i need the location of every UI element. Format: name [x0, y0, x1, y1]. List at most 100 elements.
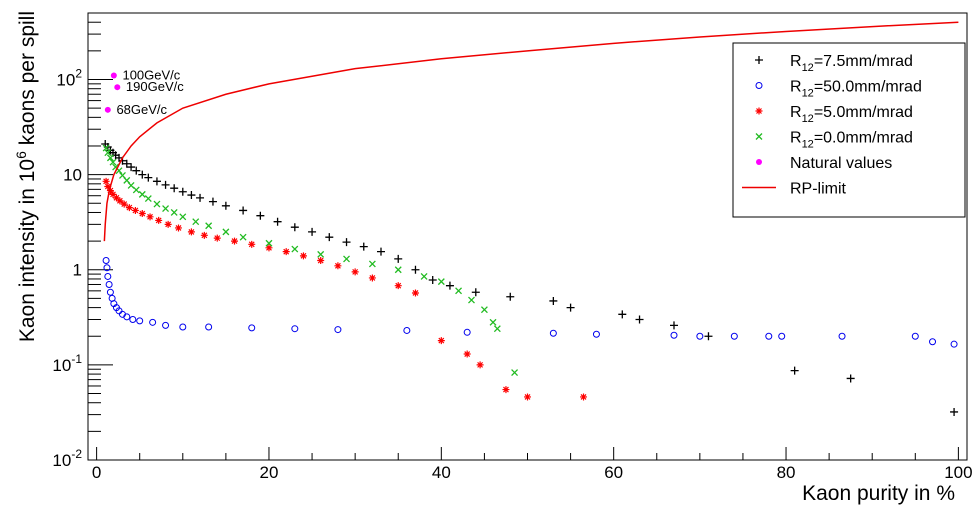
legend-label: RP-limit [790, 181, 847, 198]
data-point [102, 257, 110, 265]
data-point [334, 262, 342, 270]
data-point [411, 265, 420, 274]
data-point [192, 218, 200, 226]
legend-rows: R12=7.5mm/mrad R12=50.0mm/mrad R12=5.0mm/m… [742, 53, 922, 198]
data-point [146, 213, 154, 221]
data-point [178, 187, 187, 196]
data-point [468, 296, 475, 304]
data-point [950, 340, 958, 348]
legend-item: R12=50.0mm/mrad [755, 79, 922, 100]
legend-swatch [755, 107, 763, 115]
y-tick-label: 1 [73, 261, 82, 280]
data-point [911, 332, 919, 340]
data-point [394, 254, 403, 263]
legend-label: R12=50.0mm/mrad [790, 79, 922, 100]
data-point [730, 332, 738, 340]
legend-item: RP-limit [742, 181, 847, 198]
data-point [138, 210, 146, 218]
data-point [950, 407, 959, 416]
y-tick-label: 10 [63, 166, 82, 185]
legend-swatch [756, 159, 762, 165]
data-point [394, 282, 402, 290]
data-point [317, 257, 325, 265]
data-point [343, 255, 350, 263]
data-point [549, 296, 558, 305]
data-point [493, 325, 501, 333]
data-point [299, 252, 307, 260]
x-tick-label: 20 [260, 463, 279, 482]
data-point [208, 197, 217, 206]
y-tick-label: 10-1 [52, 352, 82, 375]
data-point [102, 144, 110, 152]
data-point [549, 329, 557, 337]
data-point [334, 326, 342, 334]
data-point [116, 197, 124, 205]
data-point [105, 280, 113, 288]
data-point [161, 180, 170, 189]
data-point [489, 318, 497, 326]
data-point [213, 234, 221, 242]
data-point [265, 239, 273, 247]
data-point [463, 328, 471, 336]
data-point [131, 206, 139, 214]
x-tick-label: 0 [92, 463, 101, 482]
data-point [138, 170, 147, 179]
legend-item: R12=7.5mm/mrad [755, 53, 913, 74]
data-point [106, 187, 114, 195]
data-point [618, 310, 627, 319]
point-annotation: 100GeV/c [122, 68, 180, 83]
data-point [187, 228, 195, 236]
data-point [144, 195, 152, 203]
series-1 [102, 257, 958, 348]
series-line [103, 21, 959, 242]
data-point [104, 272, 112, 280]
y-tick-label: 10-2 [52, 447, 82, 470]
legend-item: R12=5.0mm/mrad [755, 104, 913, 125]
data-point [308, 227, 317, 236]
data-point [394, 266, 402, 274]
legend-item: R12=0.0mm/mrad [755, 130, 913, 151]
data-point [187, 191, 196, 200]
data-point [480, 306, 488, 314]
data-point [696, 332, 704, 340]
data-point [929, 338, 937, 346]
data-point [511, 369, 519, 377]
data-point [846, 374, 855, 383]
data-point [109, 158, 117, 166]
data-point [200, 231, 208, 239]
legend-label: R12=5.0mm/mrad [790, 104, 913, 125]
data-point [566, 303, 575, 312]
data-point [104, 183, 112, 191]
data-point [506, 292, 515, 301]
data-point [437, 337, 445, 345]
data-point [162, 205, 170, 212]
data-point [265, 244, 273, 252]
data-point [170, 184, 179, 193]
x-axis-title: Kaon purity in % [802, 482, 955, 505]
data-layer [101, 21, 959, 416]
series-2 [102, 177, 588, 401]
data-point [291, 325, 299, 333]
data-point [455, 287, 463, 295]
data-point [420, 273, 428, 280]
data-point [112, 194, 120, 202]
data-point [377, 247, 385, 256]
data-point [179, 323, 187, 331]
data-point [704, 332, 713, 341]
legend-label: R12=7.5mm/mrad [790, 53, 913, 74]
data-point [103, 264, 111, 272]
data-point [123, 313, 131, 321]
data-point [174, 224, 182, 232]
data-point [248, 324, 256, 332]
data-point [196, 193, 205, 202]
data-point [104, 149, 112, 157]
data-point [132, 186, 140, 194]
data-point [778, 332, 786, 340]
data-point [838, 332, 846, 340]
data-point [403, 326, 411, 334]
data-point [170, 209, 178, 216]
data-point [231, 237, 238, 245]
data-point [125, 204, 133, 212]
point-annotation: 190GeV/c [126, 79, 184, 94]
